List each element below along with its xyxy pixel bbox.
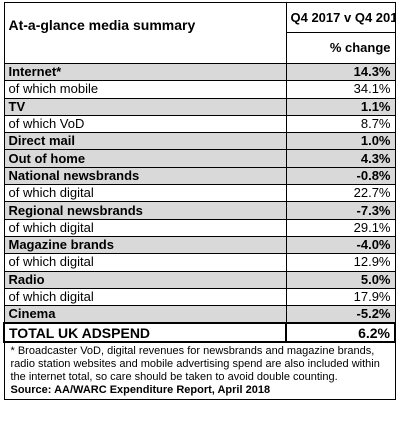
row-label: Radio [3,270,287,289]
row-value: -5.2% [285,305,396,324]
media-table: At-a-glance media summary Q4 2017 v Q4 2… [3,2,396,401]
media-row: Internet* 14.3% [3,62,396,82]
footnote-text: * Broadcaster VoD, digital revenues for … [10,345,380,384]
row-value: 12.9% [285,253,396,272]
row-label: Internet* [3,62,287,82]
row-value: 5.0% [285,270,396,289]
row-value: 1.1% [285,97,396,116]
row-value: 34.1% [285,80,396,99]
row-label: National newsbrands [3,166,287,186]
media-row: Cinema -5.2% [3,305,396,324]
row-value: 17.9% [285,287,396,307]
media-row: Out of home 4.3% [3,149,396,168]
row-label: of which VoD [3,114,287,134]
row-value: 4.3% [285,149,396,168]
row-value: 8.7% [285,114,396,134]
row-value: -0.8% [285,166,396,186]
row-label: Magazine brands [3,235,287,255]
row-label: of which digital [3,218,287,237]
sub-row: of which digital 22.7% [3,184,396,203]
row-label: of which mobile [3,80,287,99]
row-value: -4.0% [285,235,396,255]
row-value: 6.2% [285,322,396,344]
footnote-row: * Broadcaster VoD, digital revenues for … [3,341,396,401]
row-label: Regional newsbrands [3,201,287,220]
row-value: 14.3% [285,62,396,82]
footnote: * Broadcaster VoD, digital revenues for … [3,341,396,401]
sub-row: of which VoD 8.7% [3,114,396,134]
row-value: 22.7% [285,184,396,203]
row-value: 1.0% [285,132,396,151]
sub-row: of which digital 29.1% [3,218,396,237]
total-row: TOTAL UK ADSPEND 6.2% [3,322,396,344]
period-header: Q4 2017 v Q4 2016 [285,2,396,33]
media-row: National newsbrands -0.8% [3,166,396,186]
sub-row: of which mobile 34.1% [3,80,396,99]
row-label: TV [3,97,287,116]
row-label: Out of home [3,149,287,168]
measure-header: % change [285,32,396,64]
media-row: Regional newsbrands -7.3% [3,201,396,220]
media-row: TV 1.1% [3,97,396,116]
table-title: At-a-glance media summary [3,2,287,64]
row-value: -7.3% [285,201,396,220]
source: Source: AA/WARC Expenditure Report, Apri… [10,384,271,397]
row-label: of which digital [3,253,287,272]
media-row: Magazine brands -4.0% [3,235,396,255]
sub-row: of which digital 12.9% [3,253,396,272]
row-value: 29.1% [285,218,396,237]
row-label: Direct mail [3,132,287,151]
row-label: of which digital [3,184,287,203]
media-row: Direct mail 1.0% [3,132,396,151]
media-row: Radio 5.0% [3,270,396,289]
row-label: of which digital [3,287,287,307]
row-label: Cinema [3,305,287,324]
row-label: TOTAL UK ADSPEND [3,322,287,344]
sub-row: of which digital 17.9% [3,287,396,307]
